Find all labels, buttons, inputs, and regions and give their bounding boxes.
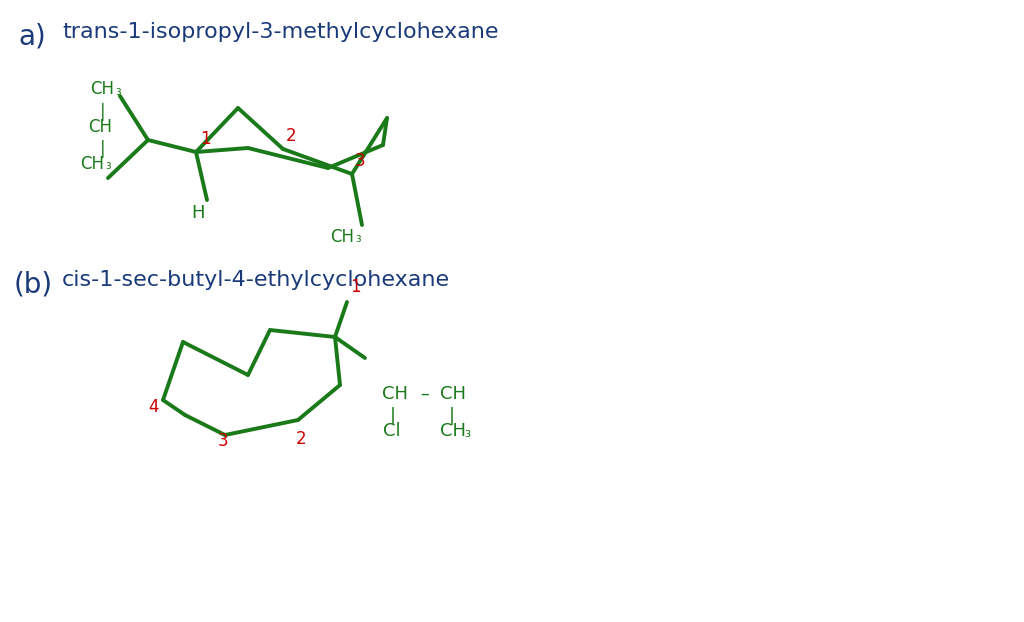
Text: |: | bbox=[390, 407, 396, 425]
Text: |: | bbox=[449, 407, 455, 425]
Text: a): a) bbox=[18, 22, 46, 50]
Text: (b): (b) bbox=[14, 270, 53, 298]
Text: Cl: Cl bbox=[383, 422, 400, 440]
Text: CH: CH bbox=[440, 422, 466, 440]
Text: CH: CH bbox=[440, 385, 466, 403]
Text: ₃: ₃ bbox=[115, 84, 121, 98]
Text: |: | bbox=[100, 103, 105, 121]
Text: –: – bbox=[415, 385, 435, 403]
Text: 4: 4 bbox=[148, 398, 159, 416]
Text: 3: 3 bbox=[218, 432, 228, 450]
Text: 1: 1 bbox=[350, 278, 360, 296]
Text: 2: 2 bbox=[296, 430, 306, 448]
Text: CH: CH bbox=[330, 228, 354, 246]
Text: ₃: ₃ bbox=[355, 231, 360, 245]
Text: CH: CH bbox=[382, 385, 408, 403]
Text: CH: CH bbox=[80, 155, 104, 173]
Text: 2: 2 bbox=[286, 127, 297, 145]
Text: CH: CH bbox=[88, 118, 112, 136]
Text: 1: 1 bbox=[200, 130, 211, 148]
Text: trans-1-isopropyl-3-methylcyclohexane: trans-1-isopropyl-3-methylcyclohexane bbox=[62, 22, 499, 42]
Text: ₃: ₃ bbox=[105, 158, 111, 172]
Text: |: | bbox=[100, 140, 105, 158]
Text: cis-1-sec-butyl-4-ethylcyclohexane: cis-1-sec-butyl-4-ethylcyclohexane bbox=[62, 270, 451, 290]
Text: 3: 3 bbox=[355, 152, 366, 170]
Text: ₃: ₃ bbox=[464, 425, 470, 440]
Text: CH: CH bbox=[90, 80, 114, 98]
Text: H: H bbox=[191, 204, 205, 222]
